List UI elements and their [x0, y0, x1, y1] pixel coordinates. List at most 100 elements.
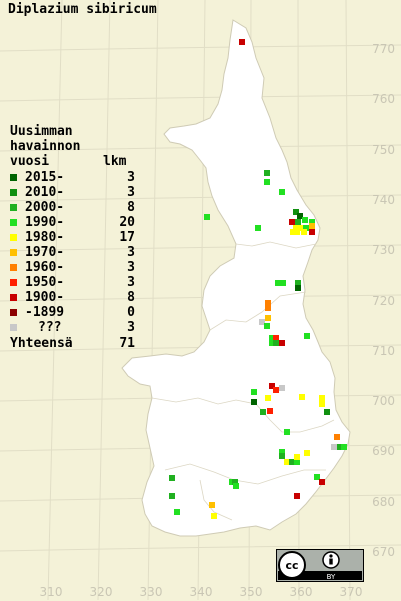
observation-point — [294, 459, 300, 465]
observation-point — [284, 459, 290, 465]
observation-point — [294, 454, 300, 460]
x-axis-label: 320 — [89, 585, 113, 599]
legend-swatch — [10, 279, 17, 286]
y-axis-label: 770 — [372, 42, 395, 56]
legend-count: 3 — [127, 185, 135, 200]
legend-row: 1980- 17 — [10, 230, 135, 245]
legend-total: Yhteensä 71 — [10, 336, 135, 351]
observation-point — [279, 340, 285, 346]
x-axis-label: 340 — [189, 585, 213, 599]
observation-point — [265, 395, 271, 401]
legend-label: -1899 — [25, 305, 65, 320]
y-axis-label: 720 — [372, 293, 395, 308]
observation-point — [265, 315, 271, 321]
observation-point — [290, 229, 296, 235]
observation-point — [293, 209, 299, 215]
legend-row: 1970- 3 — [10, 245, 135, 260]
legend-swatch — [10, 234, 17, 241]
observation-point — [297, 213, 303, 219]
legend-count: 3 — [127, 245, 135, 260]
y-axis-label: 710 — [372, 343, 395, 358]
legend-row: 1990- 20 — [10, 215, 135, 230]
observation-point — [265, 305, 271, 311]
legend-swatch — [10, 294, 17, 301]
y-axis-label: 680 — [372, 494, 395, 509]
legend-swatch — [10, 264, 17, 271]
legend-label: 1990- — [25, 215, 65, 230]
observation-point — [319, 395, 325, 401]
legend-heading-line-1: Uusimman — [10, 124, 73, 139]
legend-count: 8 — [127, 200, 135, 215]
observation-point — [255, 225, 261, 231]
legend-count: 3 — [127, 170, 135, 185]
legend-count: 17 — [119, 230, 135, 245]
observation-point — [264, 170, 270, 176]
observation-point — [280, 280, 286, 286]
observation-point — [264, 179, 270, 185]
observation-point — [337, 444, 343, 450]
observation-point — [284, 429, 290, 435]
observation-point — [267, 408, 273, 414]
observation-point — [309, 219, 315, 225]
observation-point — [279, 385, 285, 391]
legend-count: 0 — [127, 305, 135, 320]
observation-point — [331, 444, 337, 450]
legend-label: 1980- — [25, 230, 65, 245]
by-label: BY — [327, 573, 336, 581]
y-axis-label: 700 — [372, 394, 395, 409]
observation-point — [260, 409, 266, 415]
observation-point — [314, 474, 320, 480]
observation-point — [304, 333, 310, 339]
y-axis-label: 730 — [372, 243, 395, 258]
legend-count: 3 — [127, 260, 135, 275]
legend-row: ??? 3 — [10, 320, 135, 335]
legend-heading-line-2: havainnon — [10, 139, 81, 154]
observation-point — [301, 229, 307, 235]
legend-count: 20 — [119, 215, 135, 230]
legend-swatch — [10, 324, 17, 331]
observation-point — [319, 479, 325, 485]
legend-label: 1950- — [25, 275, 65, 290]
species-title: Diplazium sibiricum — [8, 2, 157, 17]
x-axis-label: 370 — [339, 585, 363, 599]
legend-row: 2000- 8 — [10, 200, 135, 215]
legend-label: 2010- — [25, 185, 65, 200]
observation-points — [169, 39, 347, 519]
observation-point — [289, 459, 295, 465]
observation-point — [174, 509, 180, 515]
observation-point — [298, 225, 304, 231]
legend-row: 1900- 8 — [10, 290, 135, 305]
license-badge[interactable]: cc BY — [276, 549, 364, 582]
observation-point — [169, 493, 175, 499]
y-axis-label: 690 — [372, 444, 395, 459]
observation-point — [269, 335, 275, 341]
observation-point — [239, 39, 245, 45]
legend-count: 8 — [127, 290, 135, 305]
x-axis-label: 350 — [239, 585, 263, 599]
observation-point — [169, 475, 175, 481]
observation-point — [279, 453, 285, 459]
legend-row: 2010- 3 — [10, 185, 135, 200]
observation-point — [304, 450, 310, 456]
legend-label: ??? — [38, 320, 62, 335]
observation-point — [273, 340, 279, 346]
y-axis-label: 740 — [372, 192, 395, 207]
observation-point — [204, 214, 210, 220]
legend-label: 1960- — [25, 260, 65, 275]
observation-point — [341, 444, 347, 450]
observation-point — [211, 513, 217, 519]
observation-point — [251, 389, 257, 395]
legend-row: -1899 0 — [10, 305, 135, 320]
legend-count: 3 — [127, 275, 135, 290]
observation-point — [209, 502, 215, 508]
observation-point — [302, 217, 308, 223]
y-axis-label: 760 — [372, 92, 395, 107]
y-axis-label: 750 — [372, 142, 395, 157]
observation-point — [269, 340, 275, 346]
cc-icon — [278, 551, 306, 579]
observation-point — [303, 225, 309, 231]
legend-label: 1970- — [25, 245, 65, 260]
legend-heading-line-3: vuosi — [10, 154, 50, 169]
observation-point — [275, 280, 281, 286]
